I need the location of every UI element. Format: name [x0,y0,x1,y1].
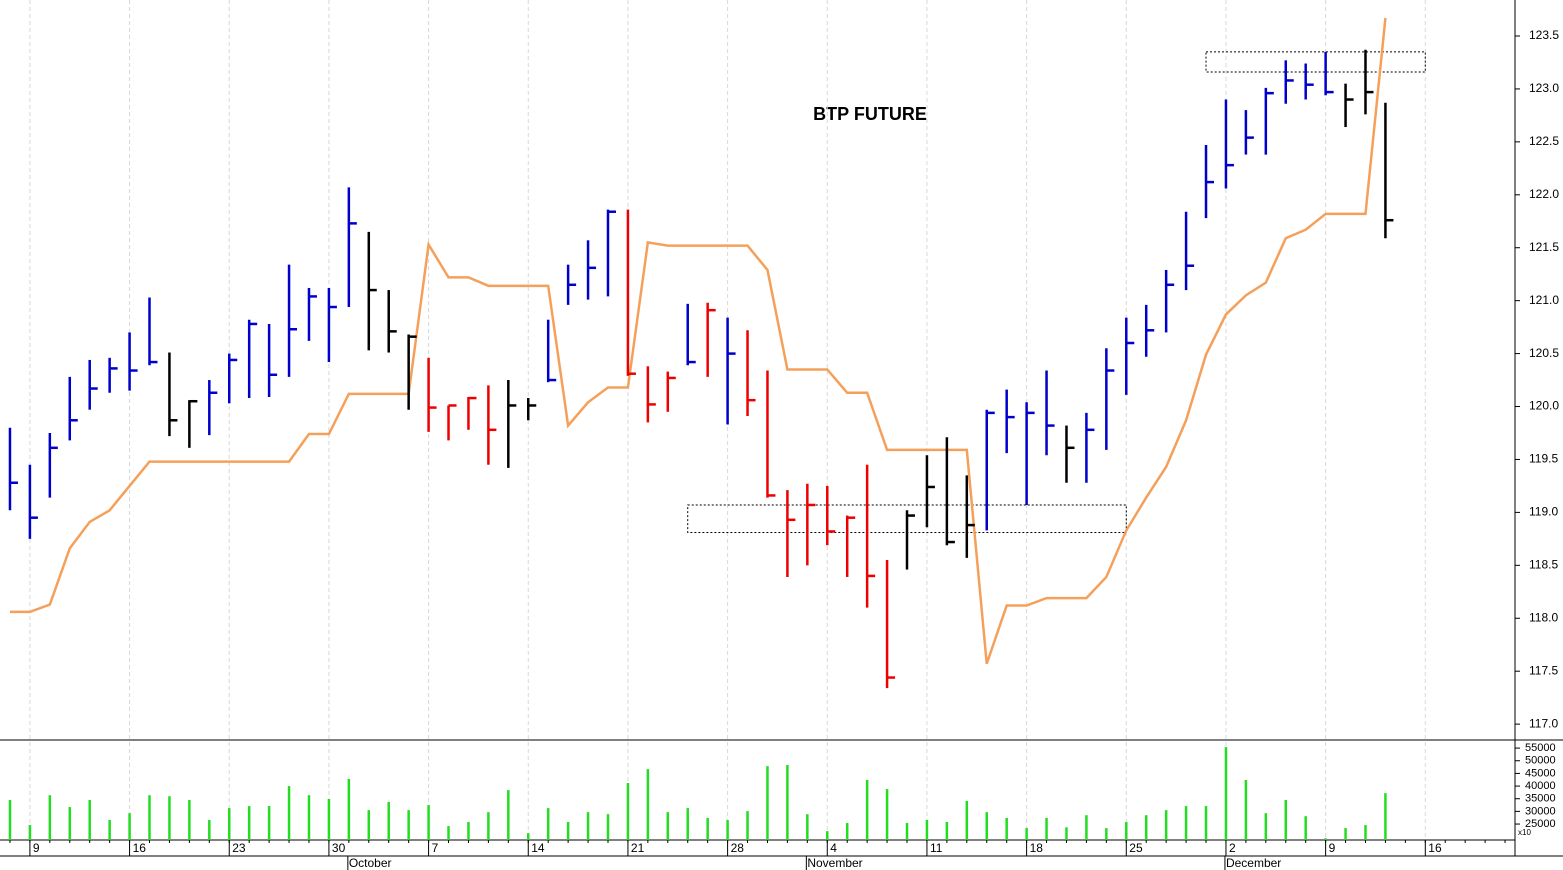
stop-line [9,17,1387,665]
x-tick-label: 7 [432,841,439,855]
y-tick-label: 119.5 [1529,452,1558,466]
x-tick-label: 9 [33,841,40,855]
volume-tick-label: 35000 [1525,793,1556,805]
x-tick-label: 11 [930,841,943,855]
volume-tick-label: 45000 [1525,767,1556,779]
x-tick-label: 21 [631,841,645,855]
x-tick-label: 2 [1229,841,1236,855]
y-tick-label: 117.0 [1529,716,1558,730]
y-tick-label: 120.5 [1529,346,1559,360]
y-tick-label: 118.0 [1529,610,1558,624]
x-tick-label: 30 [332,841,346,855]
y-tick-label: 121.0 [1529,293,1559,307]
x-tick-label: 25 [1129,841,1143,855]
y-tick-label: 123.5 [1529,28,1559,42]
month-label: October [349,856,392,870]
y-tick-label: 123.0 [1529,81,1559,95]
x-tick-label: 16 [1428,841,1442,855]
y-tick-label: 117.5 [1529,663,1558,677]
volume-tick-label: 30000 [1525,805,1556,817]
x-tick-label: 16 [133,841,147,855]
x-tick-label: 28 [731,841,745,855]
y-tick-label: 118.5 [1529,557,1558,571]
volume-unit: x10 [1518,828,1531,837]
x-tick-label: 9 [1329,841,1336,855]
y-tick-label: 120.0 [1529,399,1559,413]
month-label: November [807,856,862,870]
volume-tick-label: 50000 [1525,755,1556,767]
y-tick-label: 122.5 [1529,134,1559,148]
zone-box [1205,51,1426,73]
volume-tick-label: 55000 [1525,742,1556,754]
month-label: December [1226,856,1281,870]
x-tick-label: 4 [830,841,837,855]
chart-title: BTP FUTURE [813,104,927,124]
y-tick-label: 121.5 [1529,240,1559,254]
volume-tick-label: 25000 [1525,818,1556,830]
x-tick-label: 23 [232,841,246,855]
y-tick-label: 122.0 [1529,187,1559,201]
y-tick-label: 119.0 [1529,505,1558,519]
x-tick-label: 18 [1030,841,1044,855]
volume-tick-label: 40000 [1525,780,1556,792]
x-tick-label: 14 [531,841,545,855]
